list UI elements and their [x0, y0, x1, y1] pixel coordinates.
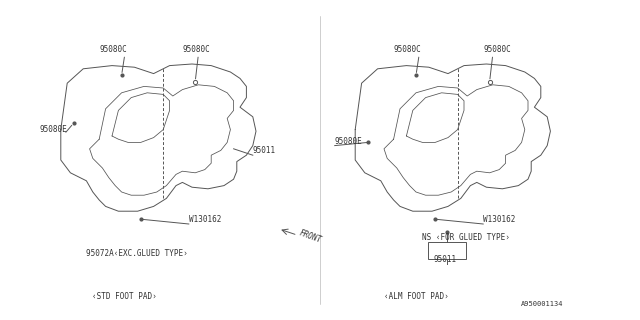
Text: 95011: 95011	[434, 255, 457, 264]
Text: ‹STD FOOT PAD›: ‹STD FOOT PAD›	[92, 292, 157, 301]
Text: NS ‹FOR GLUED TYPE›: NS ‹FOR GLUED TYPE›	[422, 233, 510, 242]
Text: W130162: W130162	[483, 215, 516, 224]
Text: ‹ALM FOOT PAD›: ‹ALM FOOT PAD›	[383, 292, 449, 301]
Text: W130162: W130162	[189, 215, 221, 224]
Text: 95080E: 95080E	[335, 137, 362, 146]
Text: 95072A‹EXC.GLUED TYPE›: 95072A‹EXC.GLUED TYPE›	[86, 249, 188, 258]
Text: FRONT: FRONT	[298, 228, 323, 245]
Text: 95080C: 95080C	[483, 45, 511, 54]
Text: 95080E: 95080E	[40, 125, 67, 134]
Text: A950001134: A950001134	[521, 301, 563, 307]
Text: 95080C: 95080C	[182, 45, 210, 54]
Text: 95080C: 95080C	[394, 45, 421, 54]
Text: 95011: 95011	[253, 146, 276, 155]
Text: 95080C: 95080C	[99, 45, 127, 54]
